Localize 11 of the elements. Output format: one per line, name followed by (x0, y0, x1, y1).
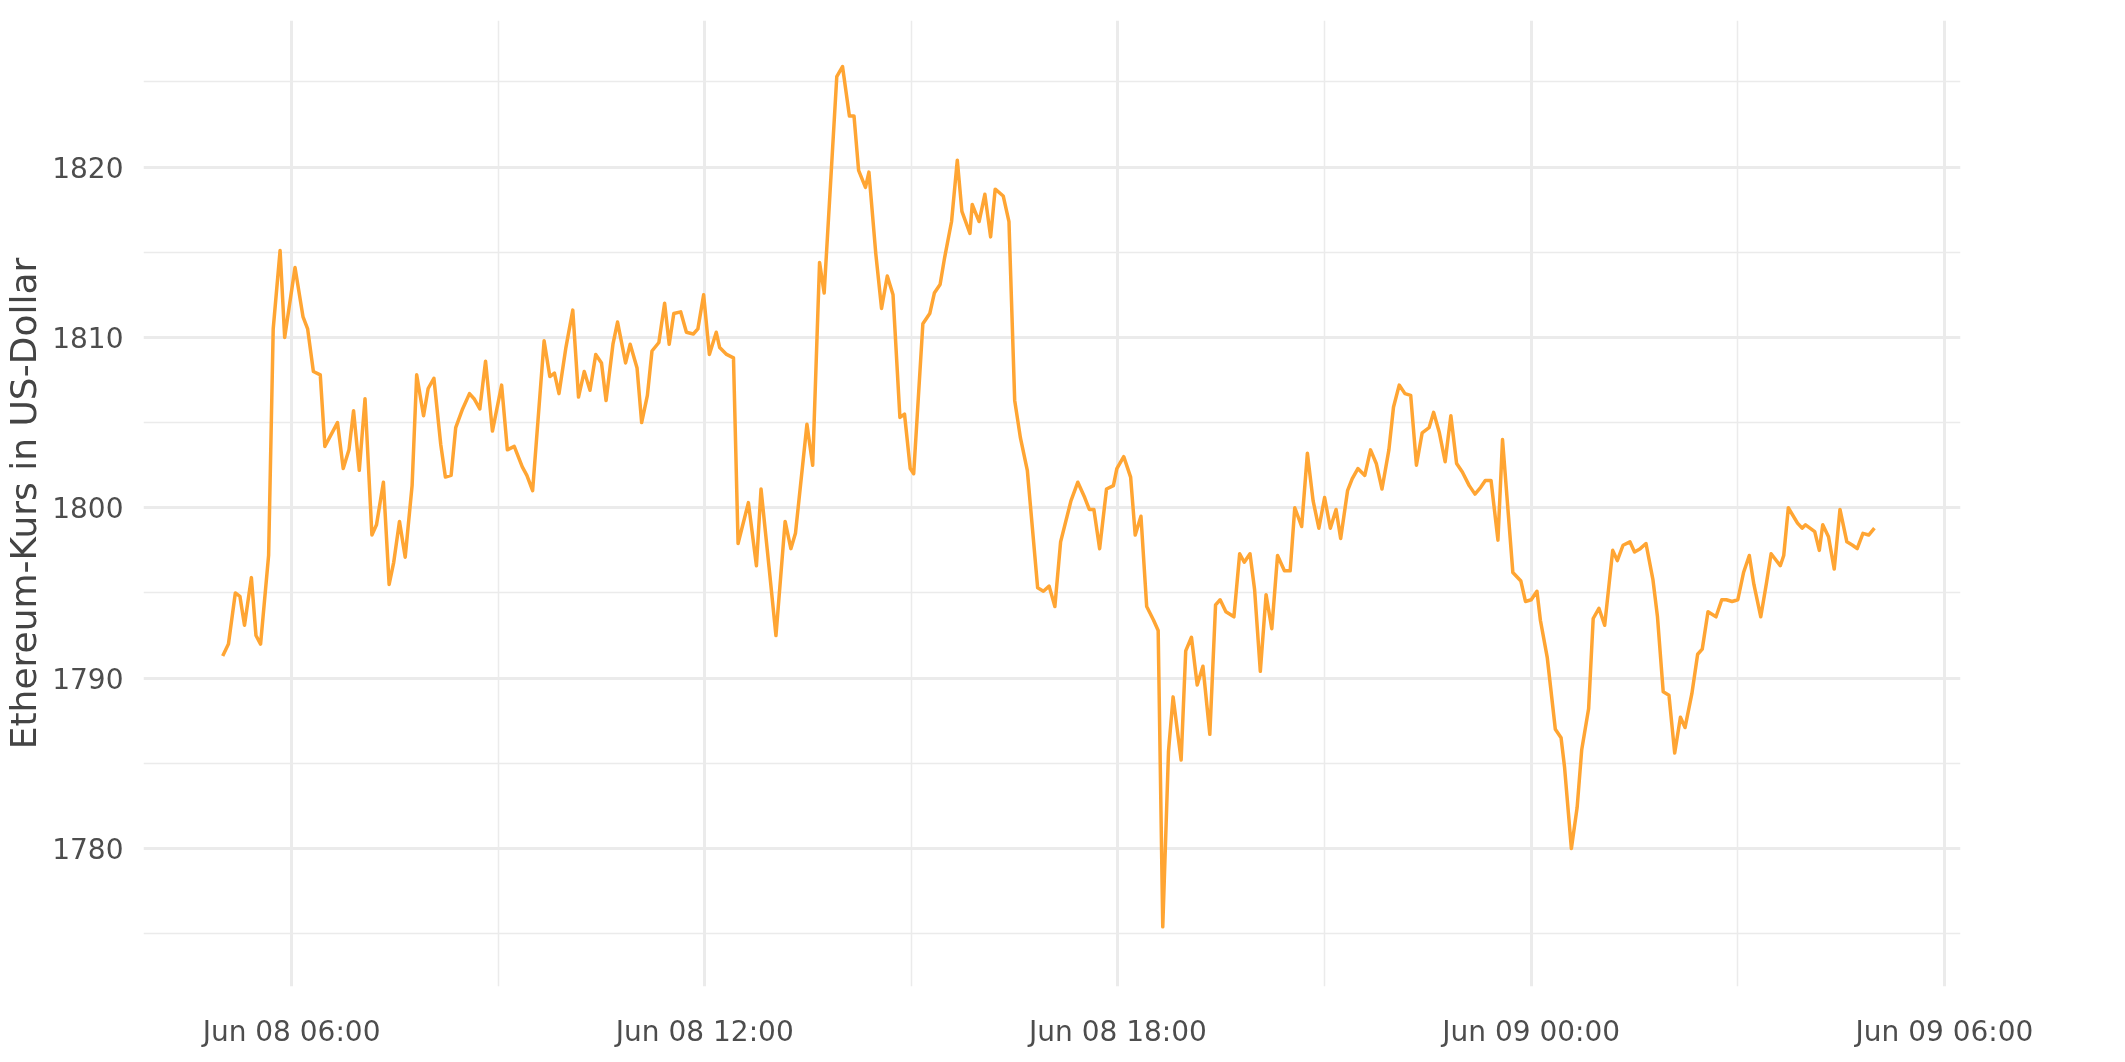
y-tick-label: 1820 (52, 151, 124, 185)
x-tick-label: Jun 09 06:00 (1853, 1014, 2034, 1048)
x-tick-label: Jun 08 18:00 (1027, 1014, 1207, 1048)
x-tick-label: Jun 08 12:00 (613, 1014, 794, 1048)
x-tick-label: Jun 09 00:00 (1440, 1014, 1621, 1048)
y-tick-label: 1790 (52, 662, 124, 696)
y-tick-label: 1810 (52, 321, 124, 355)
y-axis-title: Ethereum-Kurs in US-Dollar (3, 257, 45, 750)
y-tick-label: 1780 (52, 833, 124, 866)
y-tick-label: 1800 (52, 492, 124, 526)
x-tick-label: Jun 08 06:00 (200, 1014, 381, 1048)
